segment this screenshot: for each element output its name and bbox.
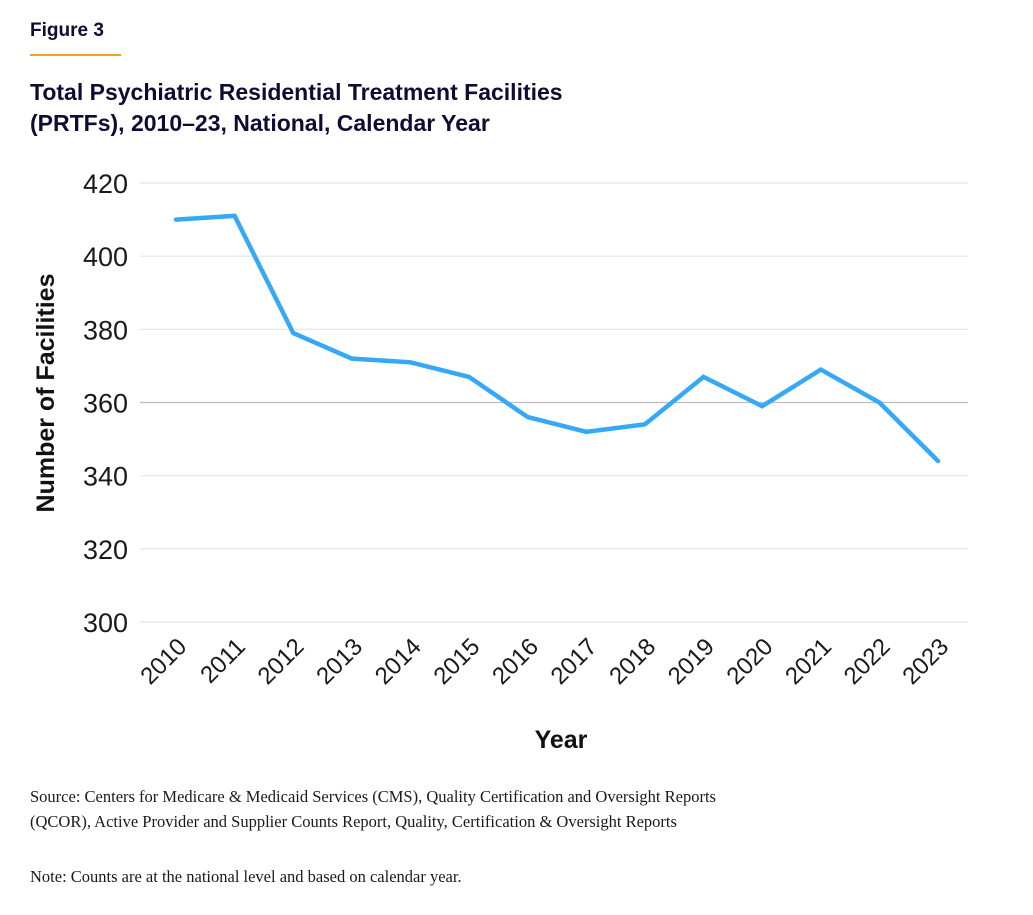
footnote: Note: Counts are at the national level a… xyxy=(30,867,462,886)
x-tick-label: 2012 xyxy=(253,633,310,690)
y-tick-label: 420 xyxy=(83,169,128,199)
source-line-1: Source: Centers for Medicare & Medicaid … xyxy=(30,787,716,806)
x-axis-label: Year xyxy=(535,726,588,754)
x-tick-label: 2023 xyxy=(897,633,954,690)
x-tick-label: 2019 xyxy=(663,633,720,690)
x-tick-label: 2011 xyxy=(195,633,251,689)
chart-title-line-2: (PRTFs), 2010–23, National, Calendar Yea… xyxy=(30,110,490,136)
x-tick-label: 2021 xyxy=(780,633,837,690)
x-tick-label: 2022 xyxy=(839,633,896,690)
y-tick-label: 360 xyxy=(83,389,128,419)
y-axis-label: Number of Facilities xyxy=(32,274,60,513)
figure-label-underline xyxy=(30,54,121,56)
x-tick-label: 2015 xyxy=(428,633,485,690)
source-note: Source: Centers for Medicare & Medicaid … xyxy=(30,784,930,834)
chart-title: Total Psychiatric Residential Treatment … xyxy=(30,77,730,139)
x-tick-label: 2018 xyxy=(604,633,661,690)
y-tick-label: 340 xyxy=(83,462,128,492)
y-tick-label: 380 xyxy=(83,315,128,345)
chart-title-line-1: Total Psychiatric Residential Treatment … xyxy=(30,79,563,105)
gridlines xyxy=(140,182,968,623)
y-tick-label: 300 xyxy=(83,608,128,638)
x-tick-label: 2014 xyxy=(370,633,427,690)
x-tick-label: 2010 xyxy=(135,633,192,690)
y-tick-label: 320 xyxy=(83,535,128,565)
series-lines xyxy=(173,213,941,464)
y-tick-label: 400 xyxy=(83,242,128,272)
x-tick-label: 2020 xyxy=(722,633,779,690)
y-axis-ticks: 300 320 340 360 380 400 420 xyxy=(83,169,128,638)
x-tick-label: 2016 xyxy=(487,633,544,690)
source-line-2: (QCOR), Active Provider and Supplier Cou… xyxy=(30,812,677,831)
figure-label: Figure 3 xyxy=(30,20,104,41)
x-axis-ticks: 2010 2011 2012 2013 2014 2015 2016 2017 2018 2019… xyxy=(135,633,954,690)
x-tick-label: 2013 xyxy=(311,633,368,690)
series-line-total-prtfs xyxy=(173,213,941,464)
x-tick-label: 2017 xyxy=(546,633,603,690)
